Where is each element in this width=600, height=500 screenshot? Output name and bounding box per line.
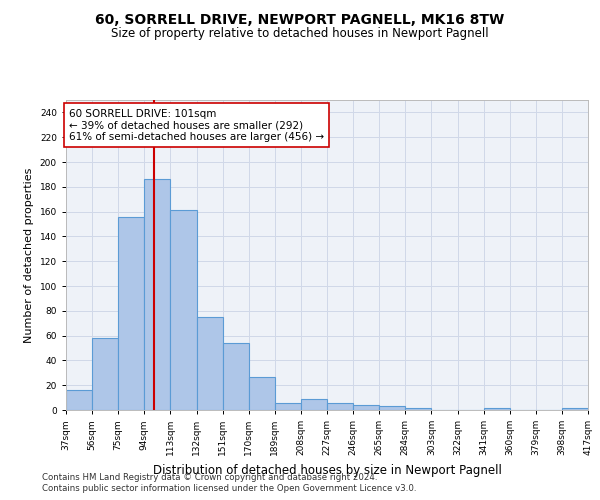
Bar [379,406,406,410]
Bar [327,402,353,410]
Text: 60 SORRELL DRIVE: 101sqm
← 39% of detached houses are smaller (292)
61% of semi-: 60 SORRELL DRIVE: 101sqm ← 39% of detach… [69,108,324,142]
Bar [223,343,249,410]
Bar [197,317,223,410]
Bar [118,216,145,410]
Text: Size of property relative to detached houses in Newport Pagnell: Size of property relative to detached ho… [111,28,489,40]
Text: Contains public sector information licensed under the Open Government Licence v3: Contains public sector information licen… [42,484,416,493]
Y-axis label: Number of detached properties: Number of detached properties [24,168,34,342]
Bar [562,408,588,410]
Bar [301,399,327,410]
Bar [275,402,301,410]
Bar [484,408,510,410]
Bar [406,408,431,410]
X-axis label: Distribution of detached houses by size in Newport Pagnell: Distribution of detached houses by size … [152,464,502,476]
Text: 60, SORRELL DRIVE, NEWPORT PAGNELL, MK16 8TW: 60, SORRELL DRIVE, NEWPORT PAGNELL, MK16… [95,12,505,26]
Bar [249,376,275,410]
Bar [353,405,379,410]
Bar [145,180,170,410]
Text: Contains HM Land Registry data © Crown copyright and database right 2024.: Contains HM Land Registry data © Crown c… [42,472,377,482]
Bar [66,390,92,410]
Bar [170,210,197,410]
Bar [92,338,118,410]
